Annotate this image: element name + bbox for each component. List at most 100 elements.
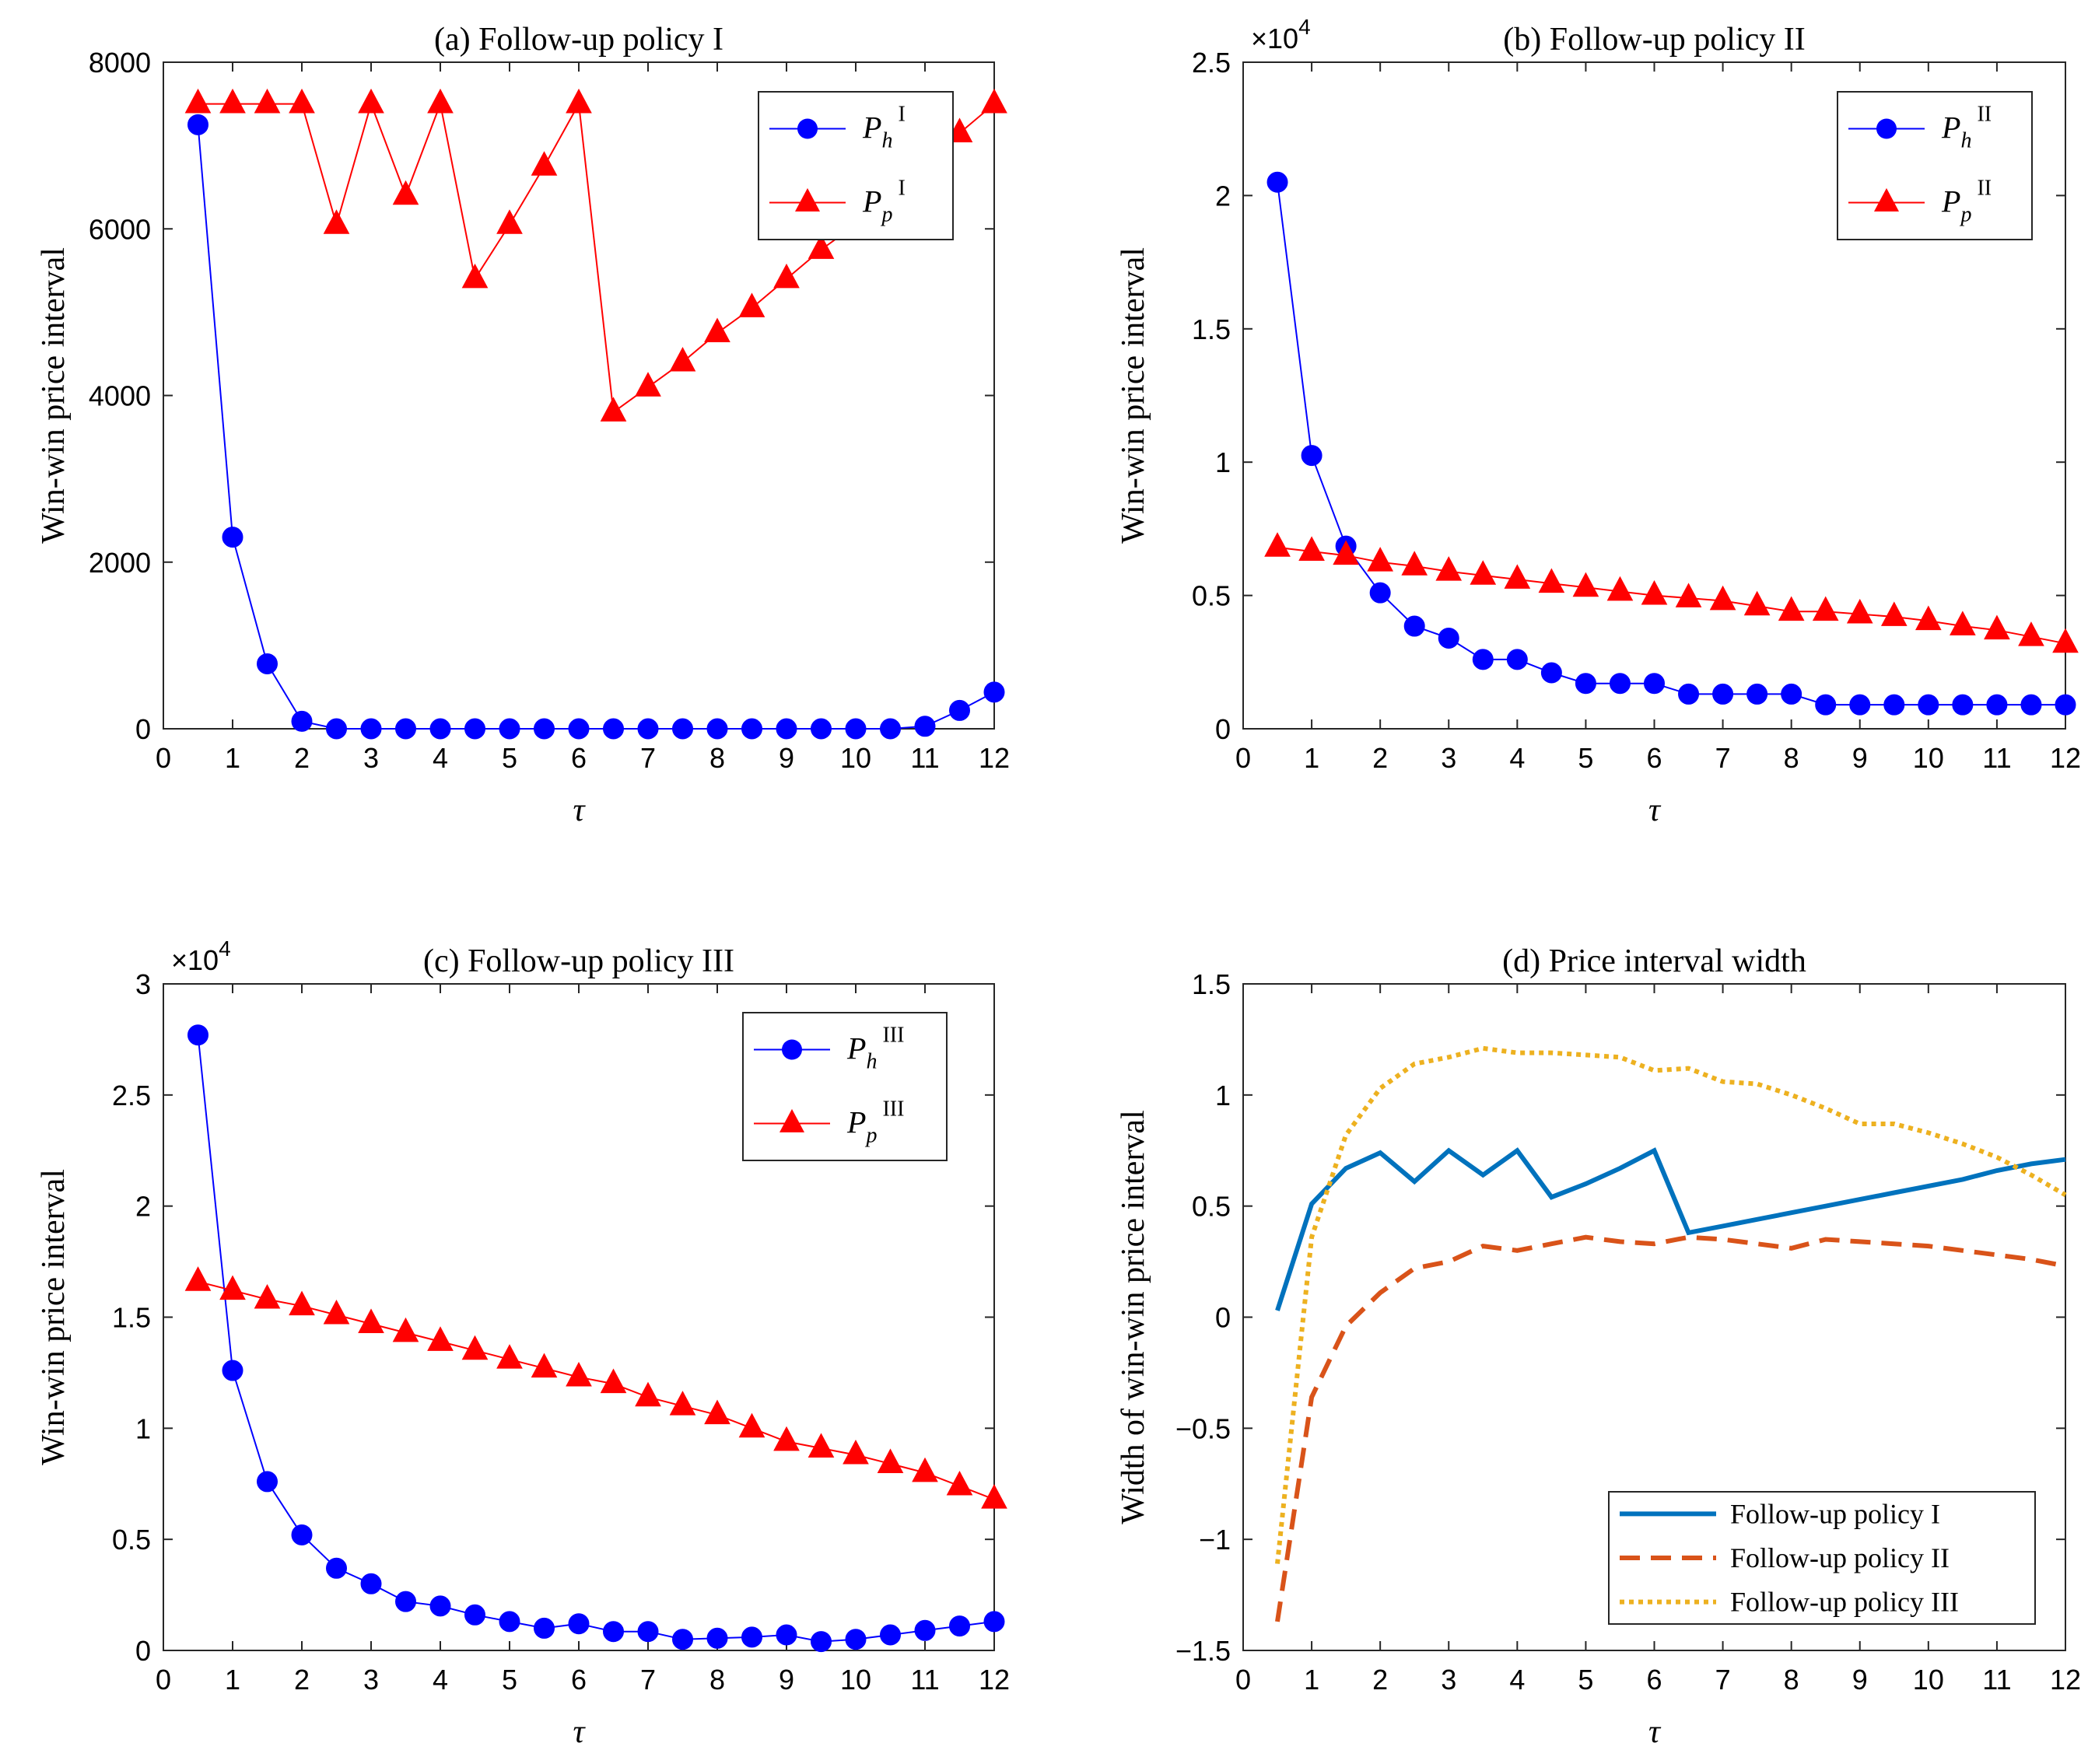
- x-tick-label: 1: [1304, 742, 1319, 774]
- x-tick-label: 11: [910, 742, 939, 774]
- x-tick-label: 8: [1784, 1664, 1799, 1696]
- data-point-2: [1298, 536, 1325, 561]
- legend-label-2: Pp II: [1941, 177, 1992, 227]
- x-tick-label: 2: [294, 1664, 310, 1696]
- data-point-1: [187, 114, 208, 135]
- data-point-1: [1266, 171, 1288, 193]
- data-point-1: [949, 1615, 970, 1637]
- data-point-2: [635, 1381, 661, 1407]
- data-point-1: [568, 718, 590, 740]
- data-point-2: [981, 1484, 1007, 1509]
- x-tick-label: 12: [979, 742, 1010, 774]
- data-point-1: [291, 710, 313, 732]
- data-point-1: [499, 1611, 520, 1633]
- legend-box: [742, 1012, 948, 1161]
- data-point-1: [1644, 673, 1665, 695]
- data-point-2: [254, 88, 281, 114]
- data-point-1: [360, 1573, 382, 1594]
- data-point-2: [704, 1399, 730, 1425]
- legend-marker-2: [779, 1108, 804, 1132]
- x-tick-label: 3: [363, 1664, 379, 1696]
- y-tick-label: −1.5: [1175, 1635, 1231, 1667]
- y-axis-label: Win-win price interval: [1116, 247, 1151, 544]
- data-point-2: [2018, 621, 2044, 646]
- data-point-2: [738, 292, 765, 317]
- x-tick-label: 6: [571, 1664, 587, 1696]
- data-point-1: [811, 718, 832, 740]
- data-point-1: [291, 1524, 313, 1545]
- x-tick-label: 11: [910, 1664, 939, 1696]
- data-point-1: [880, 718, 901, 740]
- legend: Follow-up policy I Follow-up policy II Fol…: [1608, 1491, 2036, 1625]
- y-tick-label: 1: [1215, 1080, 1231, 1111]
- data-point-2: [496, 1344, 523, 1369]
- x-tick-label: 3: [1441, 742, 1456, 774]
- y-tick-label: 1.5: [1192, 968, 1231, 1000]
- data-point-2: [808, 1433, 835, 1458]
- y-tick-label: 0.5: [1192, 1191, 1231, 1223]
- data-point-1: [914, 1619, 936, 1641]
- data-point-1: [1986, 694, 2008, 716]
- data-point-1: [706, 1627, 728, 1649]
- y-exponent-label: ×104: [1251, 15, 1311, 54]
- y-tick-label: 0: [1215, 713, 1231, 745]
- data-point-1: [1540, 662, 1562, 684]
- y-axis-label: Win-win price interval: [36, 247, 72, 544]
- data-point-2: [496, 209, 523, 234]
- data-point-1: [845, 1629, 867, 1650]
- x-tick-label: 10: [840, 742, 871, 774]
- x-tick-label: 3: [1441, 1664, 1456, 1696]
- data-point-2: [1778, 596, 1805, 621]
- x-tick-label: 9: [1852, 1664, 1868, 1696]
- x-tick-label: 6: [571, 742, 587, 774]
- x-tick-label: 6: [1646, 742, 1662, 774]
- data-point-2: [1984, 614, 2010, 640]
- data-point-2: [323, 209, 350, 234]
- y-exponent-label: ×104: [171, 936, 231, 976]
- y-tick-label: 2000: [89, 547, 151, 579]
- chart-title: (b) Follow-up policy II: [1503, 22, 1805, 58]
- data-point-2: [184, 88, 212, 114]
- data-point-1: [949, 699, 970, 721]
- data-point-2: [254, 1283, 281, 1309]
- x-tick-label: 2: [1372, 742, 1388, 774]
- data-point-2: [1812, 596, 1839, 621]
- x-tick-label: 5: [1578, 742, 1593, 774]
- data-point-1: [429, 718, 451, 740]
- data-point-2: [219, 1275, 246, 1300]
- y-tick-label: 4000: [89, 380, 151, 412]
- x-tick-label: 3: [363, 742, 379, 774]
- data-point-2: [461, 263, 489, 289]
- y-tick-label: 0: [135, 1635, 151, 1667]
- data-point-1: [1609, 673, 1631, 695]
- legend-label-1: Follow-up policy I: [1730, 1498, 1940, 1529]
- y-tick-label: 2.5: [1192, 47, 1231, 79]
- data-point-1: [1781, 683, 1802, 705]
- data-point-2: [669, 346, 696, 372]
- x-tick-label: 4: [433, 742, 448, 774]
- data-point-2: [358, 88, 384, 114]
- x-tick-label: 5: [502, 742, 517, 774]
- x-tick-label: 5: [1578, 1664, 1593, 1696]
- legend-marker-1: [1876, 118, 1897, 139]
- x-tick-label: 8: [709, 1664, 725, 1696]
- legend-marker-2: [1874, 187, 1899, 212]
- data-point-1: [603, 718, 624, 740]
- data-point-2: [912, 1457, 938, 1482]
- x-tick-label: 0: [156, 742, 171, 774]
- data-point-2: [1950, 611, 1976, 635]
- data-point-1: [880, 1624, 901, 1646]
- data-point-2: [600, 397, 627, 422]
- x-tick-label: 4: [433, 1664, 448, 1696]
- data-point-2: [1367, 547, 1393, 572]
- x-tick-label: 7: [640, 742, 656, 774]
- data-point-2: [1333, 540, 1359, 565]
- data-point-2: [1572, 572, 1599, 597]
- y-tick-label: 0: [135, 713, 151, 745]
- x-tick-label: 7: [640, 1664, 656, 1696]
- x-tick-label: 10: [840, 1664, 871, 1696]
- x-tick-label: 10: [1913, 1664, 1944, 1696]
- x-tick-label: 2: [1372, 1664, 1388, 1696]
- x-axis-label: τ: [573, 1714, 586, 1750]
